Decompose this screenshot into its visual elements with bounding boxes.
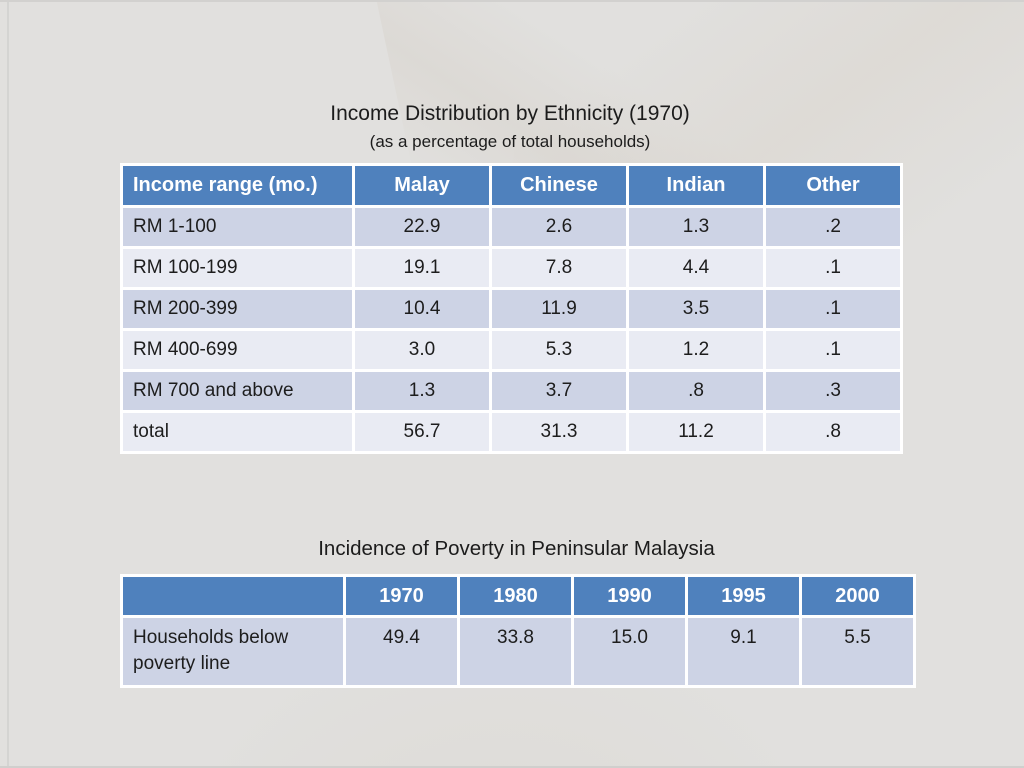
cell-value: 11.2	[626, 410, 766, 454]
cell-value: 56.7	[352, 410, 492, 454]
row-label: RM 200-399	[120, 287, 355, 331]
cell-value: 22.9	[352, 205, 492, 249]
cell-value: 1.3	[626, 205, 766, 249]
income-table-subtitle: (as a percentage of total households)	[369, 132, 651, 151]
cell-value: 11.9	[489, 287, 629, 331]
column-header-2000: 2000	[799, 574, 916, 618]
cell-value: .1	[763, 246, 903, 290]
table-row: RM 700 and above 1.3 3.7 .8 .3	[120, 369, 903, 413]
cell-value: 2.6	[489, 205, 629, 249]
poverty-table-title: Incidence of Poverty in Peninsular Malay…	[318, 537, 715, 560]
poverty-incidence-table: 1970 1980 1990 1995 2000 Households belo…	[120, 574, 916, 688]
cell-value: .2	[763, 205, 903, 249]
table-row: RM 400-699 3.0 5.3 1.2 .1	[120, 328, 903, 372]
table-row: Households below poverty line 49.4 33.8 …	[120, 615, 916, 688]
income-table-header-row: Income range (mo.) Malay Chinese Indian …	[120, 163, 903, 208]
cell-value: 31.3	[489, 410, 629, 454]
row-label: RM 400-699	[120, 328, 355, 372]
column-header-other: Other	[763, 163, 903, 208]
cell-value: 5.5	[799, 615, 916, 688]
income-table-title: Income Distribution by Ethnicity (1970)	[330, 102, 690, 125]
cell-value: 19.1	[352, 246, 492, 290]
column-header-income-range: Income range (mo.)	[120, 163, 355, 208]
cell-value: 10.4	[352, 287, 492, 331]
column-header-malay: Malay	[352, 163, 492, 208]
row-label: RM 100-199	[120, 246, 355, 290]
slide-edge-line	[7, 2, 9, 766]
table-row-total: total 56.7 31.3 11.2 .8	[120, 410, 903, 454]
table-row: RM 200-399 10.4 11.9 3.5 .1	[120, 287, 903, 331]
cell-value: 4.4	[626, 246, 766, 290]
cell-value: 1.3	[352, 369, 492, 413]
row-label: total	[120, 410, 355, 454]
row-label: Households below poverty line	[120, 615, 346, 688]
cell-value: .1	[763, 328, 903, 372]
column-header-1995: 1995	[685, 574, 802, 618]
cell-value: .8	[763, 410, 903, 454]
cell-value: .3	[763, 369, 903, 413]
column-header-1990: 1990	[571, 574, 688, 618]
column-header-indian: Indian	[626, 163, 766, 208]
cell-value: 49.4	[343, 615, 460, 688]
income-distribution-table: Income range (mo.) Malay Chinese Indian …	[120, 163, 903, 454]
cell-value: 3.5	[626, 287, 766, 331]
cell-value: .1	[763, 287, 903, 331]
cell-value: .8	[626, 369, 766, 413]
cell-value: 3.0	[352, 328, 492, 372]
column-header-1980: 1980	[457, 574, 574, 618]
table-row: RM 100-199 19.1 7.8 4.4 .1	[120, 246, 903, 290]
cell-value: 3.7	[489, 369, 629, 413]
cell-value: 9.1	[685, 615, 802, 688]
poverty-table-header-row: 1970 1980 1990 1995 2000	[120, 574, 916, 618]
cell-value: 15.0	[571, 615, 688, 688]
column-header-chinese: Chinese	[489, 163, 629, 208]
column-header-1970: 1970	[343, 574, 460, 618]
row-label: RM 700 and above	[120, 369, 355, 413]
table-row: RM 1-100 22.9 2.6 1.3 .2	[120, 205, 903, 249]
cell-value: 1.2	[626, 328, 766, 372]
cell-value: 5.3	[489, 328, 629, 372]
row-label: RM 1-100	[120, 205, 355, 249]
cell-value: 7.8	[489, 246, 629, 290]
cell-value: 33.8	[457, 615, 574, 688]
column-header-blank	[120, 574, 346, 618]
